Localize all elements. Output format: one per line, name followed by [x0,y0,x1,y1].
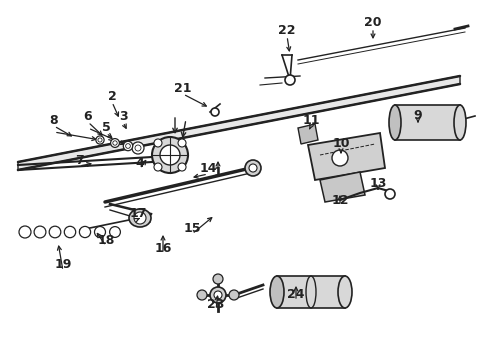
Circle shape [229,290,239,300]
Text: 6: 6 [84,109,92,122]
Circle shape [152,137,188,173]
Text: 12: 12 [331,194,349,207]
Circle shape [285,75,295,85]
Circle shape [19,226,31,238]
Text: 16: 16 [154,242,171,255]
Circle shape [249,164,257,172]
Circle shape [197,290,207,300]
Ellipse shape [454,105,466,140]
Text: 1: 1 [214,166,222,179]
Circle shape [95,226,105,238]
Polygon shape [308,133,385,180]
Circle shape [123,141,133,151]
Ellipse shape [270,276,284,308]
Circle shape [154,139,162,147]
Circle shape [213,274,223,284]
Circle shape [160,145,180,165]
Text: 19: 19 [54,258,72,271]
Circle shape [211,108,219,116]
Circle shape [111,139,120,147]
Circle shape [64,226,75,238]
Text: 9: 9 [414,108,422,122]
Ellipse shape [389,105,401,140]
Text: 10: 10 [332,136,350,149]
Circle shape [125,144,130,148]
Text: 22: 22 [278,23,296,36]
Circle shape [134,212,146,224]
Text: 8: 8 [49,113,58,126]
Text: 15: 15 [183,221,201,234]
Circle shape [154,163,162,171]
Circle shape [385,189,395,199]
Polygon shape [320,172,365,202]
Polygon shape [395,105,460,140]
Circle shape [135,145,141,151]
Text: 4: 4 [136,157,145,170]
Circle shape [96,136,104,144]
Text: 18: 18 [98,234,115,247]
Text: 14: 14 [199,162,217,175]
Circle shape [110,226,121,237]
Circle shape [332,150,348,166]
Text: 2: 2 [108,90,117,103]
Text: 11: 11 [302,113,320,126]
Ellipse shape [129,209,151,227]
Circle shape [79,226,91,238]
Circle shape [210,287,226,303]
Text: 7: 7 [74,153,83,166]
Polygon shape [298,124,318,144]
Text: 24: 24 [287,288,305,302]
Circle shape [98,138,102,142]
Ellipse shape [338,276,352,308]
Circle shape [113,141,117,145]
Text: 21: 21 [174,81,192,95]
Text: 20: 20 [364,15,382,28]
Text: 23: 23 [207,297,225,310]
Circle shape [245,160,261,176]
Polygon shape [277,276,345,308]
Text: 5: 5 [101,121,110,134]
Circle shape [34,226,46,238]
Text: 3: 3 [119,109,127,122]
Circle shape [178,139,186,147]
Circle shape [178,163,186,171]
Text: 13: 13 [369,176,387,189]
Circle shape [214,291,222,299]
Text: 17: 17 [129,207,147,220]
Circle shape [132,142,144,154]
Polygon shape [18,76,460,170]
Circle shape [49,226,61,238]
